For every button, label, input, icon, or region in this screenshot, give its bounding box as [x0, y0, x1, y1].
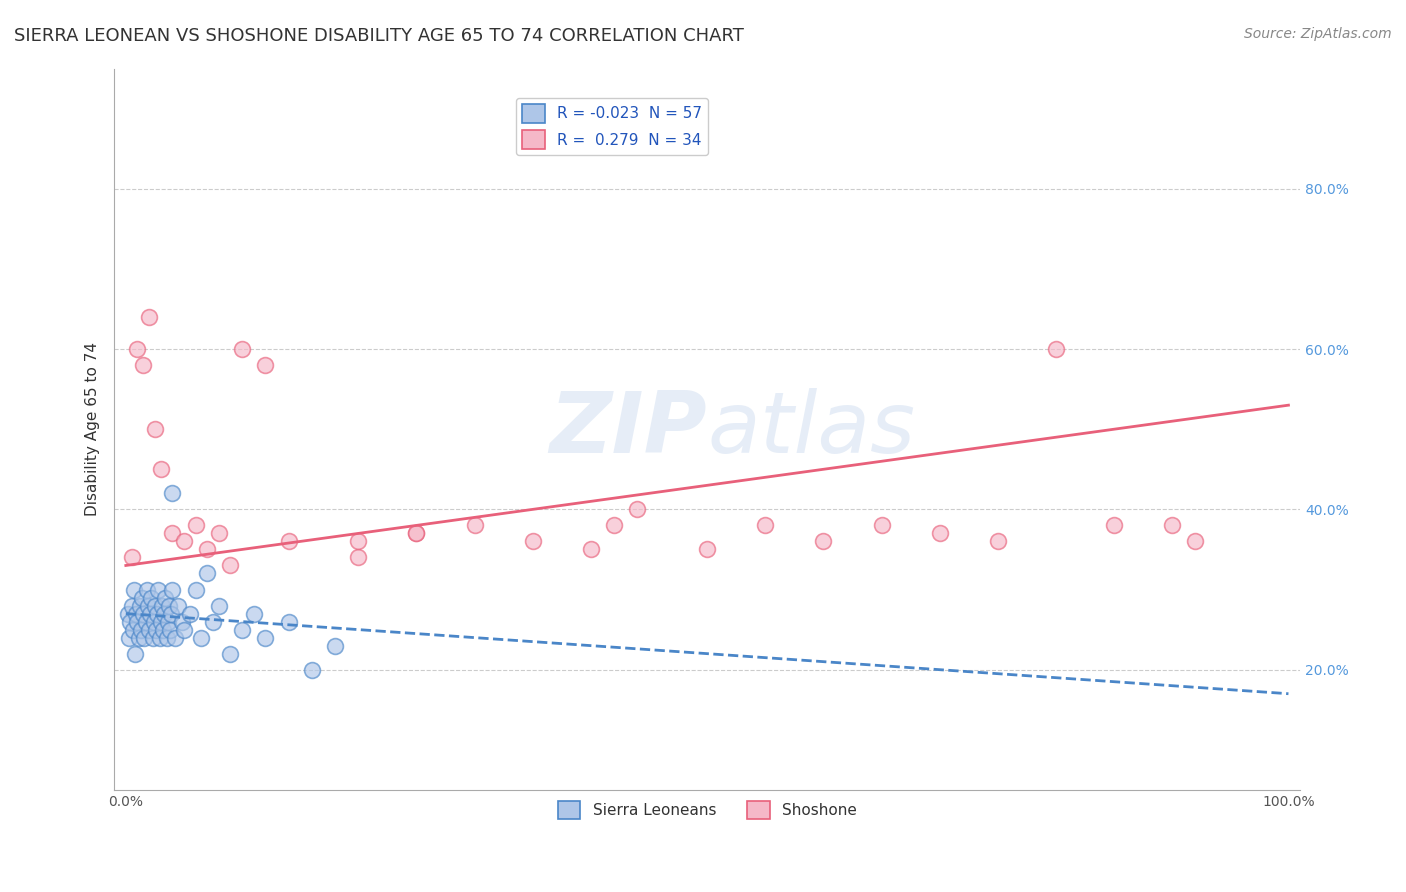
Point [162, 526, 184, 541]
Point [145, 623, 167, 637]
Point [143, 422, 166, 436]
Point [128, 631, 150, 645]
Point [129, 623, 152, 637]
Point [121, 550, 143, 565]
Point [121, 623, 143, 637]
Point [1045, 342, 1067, 356]
Point [190, 631, 212, 645]
Point [813, 534, 835, 549]
Point [173, 534, 195, 549]
Text: SIERRA LEONEAN VS SHOSHONE DISABILITY AGE 65 TO 74 CORRELATION CHART: SIERRA LEONEAN VS SHOSHONE DISABILITY AG… [14, 27, 744, 45]
Point [301, 663, 323, 677]
Point [155, 591, 177, 605]
Point [160, 607, 183, 621]
Point [148, 631, 170, 645]
Point [277, 615, 299, 629]
Point [231, 623, 253, 637]
Point [131, 591, 153, 605]
Point [124, 647, 146, 661]
Point [184, 582, 207, 597]
Point [139, 607, 162, 621]
Y-axis label: Disability Age 65 to 74: Disability Age 65 to 74 [86, 343, 100, 516]
Point [153, 607, 176, 621]
Point [208, 599, 231, 613]
Point [219, 558, 242, 573]
Point [128, 599, 150, 613]
Point [754, 518, 776, 533]
Point [347, 550, 370, 565]
Point [254, 358, 277, 372]
Point [202, 615, 225, 629]
Point [125, 607, 148, 621]
Point [156, 615, 179, 629]
Point [195, 542, 218, 557]
Point [135, 615, 157, 629]
Point [162, 486, 184, 500]
Point [149, 615, 172, 629]
Point [323, 639, 346, 653]
Point [208, 526, 231, 541]
Point [184, 518, 207, 533]
Point [603, 518, 626, 533]
Point [347, 534, 370, 549]
Text: ZIP: ZIP [550, 388, 707, 471]
Point [405, 526, 427, 541]
Point [149, 462, 172, 476]
Point [219, 647, 242, 661]
Point [277, 534, 299, 549]
Point [173, 623, 195, 637]
Point [163, 631, 186, 645]
Point [135, 582, 157, 597]
Point [626, 502, 648, 516]
Point [132, 358, 155, 372]
Point [1102, 518, 1125, 533]
Point [142, 631, 165, 645]
Point [231, 342, 253, 356]
Point [138, 310, 160, 324]
Point [152, 623, 174, 637]
Point [242, 607, 264, 621]
Point [464, 518, 486, 533]
Point [118, 631, 141, 645]
Point [127, 342, 149, 356]
Point [987, 534, 1010, 549]
Point [159, 623, 181, 637]
Point [141, 591, 163, 605]
Legend: Sierra Leoneans, Shoshone: Sierra Leoneans, Shoshone [551, 795, 863, 826]
Point [522, 534, 544, 549]
Point [117, 607, 139, 621]
Point [1161, 518, 1184, 533]
Point [254, 631, 277, 645]
Point [136, 599, 159, 613]
Point [138, 623, 160, 637]
Point [167, 599, 190, 613]
Point [120, 615, 142, 629]
Point [405, 526, 427, 541]
Text: Source: ZipAtlas.com: Source: ZipAtlas.com [1244, 27, 1392, 41]
Point [696, 542, 718, 557]
Point [170, 615, 193, 629]
Point [928, 526, 950, 541]
Point [146, 607, 169, 621]
Point [142, 615, 165, 629]
Point [127, 615, 149, 629]
Point [132, 607, 155, 621]
Point [121, 599, 143, 613]
Point [195, 566, 218, 581]
Point [143, 599, 166, 613]
Point [148, 582, 170, 597]
Point [155, 631, 177, 645]
Point [162, 582, 184, 597]
Point [150, 599, 173, 613]
Point [134, 631, 156, 645]
Point [579, 542, 602, 557]
Point [122, 582, 145, 597]
Text: atlas: atlas [707, 388, 915, 471]
Point [157, 599, 180, 613]
Point [1184, 534, 1206, 549]
Point [870, 518, 893, 533]
Point [179, 607, 201, 621]
